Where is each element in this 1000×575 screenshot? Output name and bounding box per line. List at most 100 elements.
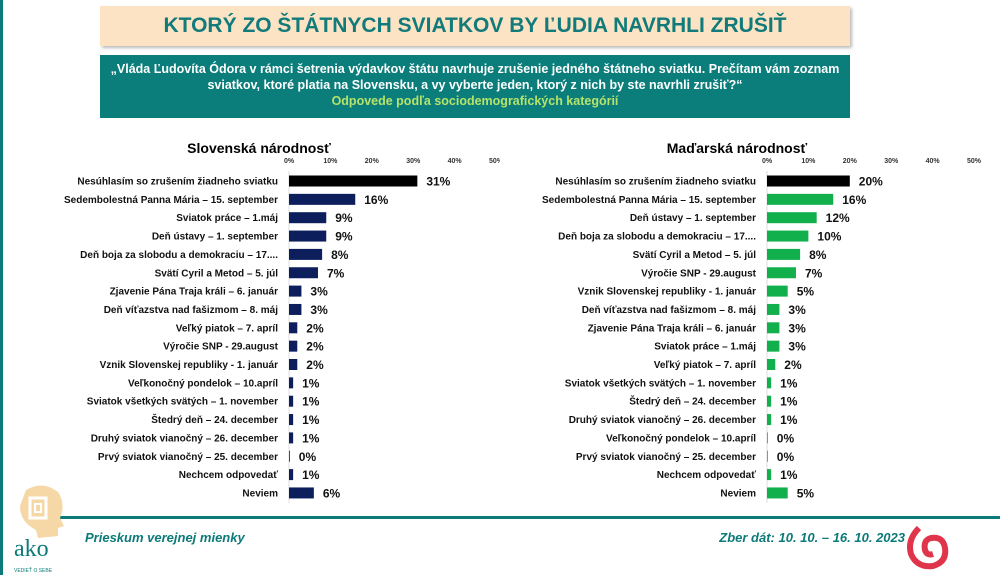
bar	[289, 285, 302, 297]
bar	[289, 414, 294, 426]
left-border	[0, 0, 3, 575]
category-label: Štedrý deň – 24. december	[151, 413, 278, 426]
x-tick-label: 30%	[406, 158, 421, 165]
x-tick-label: 20%	[365, 158, 380, 165]
bar	[767, 395, 772, 407]
bar	[767, 212, 817, 224]
category-label: Veľký piatok – 7. apríl	[176, 323, 278, 334]
bar	[289, 487, 314, 499]
category-label: Výročie SNP - 29.august	[163, 342, 279, 353]
bar	[289, 340, 298, 352]
category-label: Zjavenie Pána Traja králi – 6. január	[110, 287, 279, 298]
x-tick-label: 10%	[323, 158, 338, 165]
data-label: 3%	[788, 340, 806, 354]
footer-divider	[37, 516, 1000, 519]
bar	[767, 175, 850, 187]
data-label: 0%	[777, 431, 795, 445]
data-label: 1%	[302, 395, 320, 409]
category-label: Nechcem odpovedať	[657, 470, 756, 481]
chart-title: Maďarská národnosť	[667, 140, 808, 156]
bar	[289, 267, 318, 279]
footer-survey-label: Prieskum verejnej mienky	[85, 530, 245, 545]
chart-slovak: Slovenská národnosť 0% 10% 20% 30% 40% 50% Nesú…	[64, 140, 500, 503]
category-label: Veľkonočný pondelok – 10.apríl	[128, 378, 278, 389]
bar	[767, 469, 772, 481]
category-label: Štedrý deň – 24. december	[629, 395, 756, 408]
title-box: KTORÝ ZO ŠTÁTNYCH SVIATKOV BY ĽUDIA NAVR…	[100, 6, 850, 46]
bar	[767, 432, 768, 444]
x-tick-label: 30%	[884, 158, 899, 165]
bar	[289, 377, 294, 389]
category-label: Druhý sviatok vianočný – 26. december	[91, 433, 278, 444]
category-label: Deň boja za slobodu a demokraciu – 17...…	[558, 232, 756, 243]
bar	[767, 322, 780, 334]
data-label: 7%	[805, 266, 823, 280]
page-title: KTORÝ ZO ŠTÁTNYCH SVIATKOV BY ĽUDIA NAVR…	[163, 14, 787, 37]
data-label: 2%	[784, 358, 802, 372]
category-label: Svätí Cyril a Metod – 5. júl	[633, 250, 757, 261]
bar	[289, 248, 323, 260]
bar	[289, 212, 327, 224]
data-label: 12%	[826, 211, 850, 225]
bar	[767, 193, 834, 205]
category-label: Deň ústavy – 1. september	[152, 232, 278, 243]
chart-title: Slovenská národnosť	[187, 140, 331, 156]
x-tick-label: 0%	[762, 158, 773, 165]
category-label: Výročie SNP - 29.august	[641, 268, 757, 279]
category-label: Prvý sviatok vianočný – 25. december	[98, 452, 278, 463]
bar	[289, 303, 302, 315]
data-label: 9%	[335, 230, 353, 244]
bar	[289, 175, 418, 187]
category-label: Sviatok všetkých svätých – 1. november	[565, 378, 756, 389]
bar	[289, 395, 294, 407]
category-label: Deň víťazstva nad fašizmom – 8. máj	[104, 305, 279, 316]
category-label: Zjavenie Pána Traja králi – 6. január	[588, 323, 757, 334]
data-label: 3%	[788, 303, 806, 317]
category-label: Vznik Slovenskej republiky - 1. január	[100, 360, 279, 371]
logo-tagline: VEDIEŤ O SEBE	[14, 566, 53, 574]
data-label: 3%	[310, 285, 328, 299]
chart-hungarian: Maďarská národnosť 0% 10% 20% 30% 40% 50% Nesúh…	[542, 140, 982, 503]
category-label: Veľkonočný pondelok – 10.apríl	[606, 433, 756, 444]
category-label: Prvý sviatok vianočný – 25. december	[576, 452, 756, 463]
data-label: 1%	[302, 413, 320, 427]
category-label: Deň víťazstva nad fašizmom – 8. máj	[582, 305, 757, 316]
category-label: Vznik Slovenskej republiky - 1. január	[578, 287, 757, 298]
data-label: 1%	[780, 468, 798, 482]
bar	[767, 248, 801, 260]
subtitle: Odpovede podľa sociodemografických kateg…	[331, 94, 619, 108]
category-label: Deň boja za slobodu a demokraciu – 17...…	[80, 250, 278, 261]
x-tick-label: 40%	[448, 158, 463, 165]
x-tick-label: 40%	[926, 158, 941, 165]
data-label: 0%	[299, 450, 317, 464]
data-label: 1%	[302, 468, 320, 482]
bar	[767, 303, 780, 315]
data-label: 31%	[426, 175, 450, 189]
data-label: 3%	[788, 321, 806, 335]
data-label: 20%	[859, 175, 883, 189]
data-label: 10%	[817, 230, 841, 244]
category-label: Sedembolestná Panna Mária – 15. septembe…	[64, 195, 278, 206]
bar	[289, 450, 290, 462]
data-label: 1%	[302, 376, 320, 390]
category-label: Deň ústavy – 1. september	[630, 213, 756, 224]
category-label: Sviatok všetkých svätých – 1. november	[87, 397, 278, 408]
data-label: 1%	[302, 431, 320, 445]
data-label: 1%	[780, 413, 798, 427]
bar	[767, 285, 788, 297]
footer-date: Zber dát: 10. 10. – 16. 10. 2023	[719, 530, 905, 545]
data-label: 16%	[364, 193, 388, 207]
bar	[767, 487, 788, 499]
bar	[767, 377, 772, 389]
category-label: Sviatok práce – 1.máj	[654, 342, 756, 353]
data-label: 2%	[306, 358, 324, 372]
bar	[767, 340, 780, 352]
bar	[767, 359, 776, 370]
category-label: Neviem	[720, 488, 756, 499]
bar	[767, 267, 796, 279]
x-tick-label: 20%	[843, 158, 858, 165]
question-box: „Vláda Ľudovíta Ódora v rámci šetrenia v…	[100, 55, 850, 118]
logo-text: ako	[14, 536, 49, 562]
bar	[767, 450, 768, 462]
data-label: 2%	[306, 340, 324, 354]
